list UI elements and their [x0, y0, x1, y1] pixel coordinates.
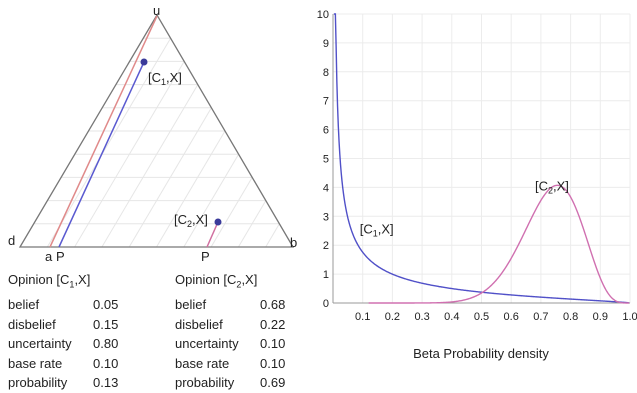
vertex-u-label: u: [153, 3, 160, 18]
triangle-grid-line: [265, 223, 280, 248]
opinion2-row-base-rate: base rate 0.10: [175, 355, 286, 371]
y-tick-label: 8: [323, 67, 329, 79]
opinion2-table-title: Opinion [C2,X]: [175, 272, 258, 290]
opinion1-row-base-rate: base rate 0.10: [8, 355, 119, 371]
annotation-layer: [C1,X] [C2,X]: [360, 178, 569, 238]
opinion2-point: [214, 218, 222, 226]
opinion1-label: [C1,X]: [148, 70, 182, 87]
base-rate-line-red: [49, 15, 158, 248]
y-tick-label: 5: [323, 154, 329, 166]
x-tick-label: 0.8: [563, 311, 578, 323]
density-series-2: [368, 184, 630, 304]
x-tick-label: 0.7: [533, 311, 548, 323]
triangle-frame: [18, 13, 295, 248]
y-tick-label: 0: [323, 298, 329, 310]
y-tick-label: 2: [323, 240, 329, 252]
x-tick-label: 0.3: [414, 311, 429, 323]
triangle-grid: [33, 37, 280, 248]
chart-grid: [333, 13, 631, 304]
y-tick-label: 4: [323, 182, 329, 194]
opinion2-row-probability: probability 0.69: [175, 375, 286, 391]
beta-density-chart: 0 1 2 3 4 5 6 7 8 9 10 0.1 0.2 0.3 0.4 0.5 0.6 0.7 0.8 0.9…: [317, 9, 637, 323]
series-layer: [333, 13, 630, 304]
opinion1-row-probability: probability 0.13: [8, 375, 119, 391]
y-tick-label: 7: [323, 96, 329, 108]
vertex-d-label: d: [8, 233, 15, 248]
x-tick-label: 0.4: [444, 311, 459, 323]
triangle-grid-line: [46, 37, 172, 248]
y-tick-labels: 0 1 2 3 4 5 6 7 8 9 10: [317, 9, 329, 310]
opinion-triangle: u d b a P P [C1,X] [C2,X]: [8, 3, 297, 264]
opinion2-row-belief: belief 0.68: [175, 297, 286, 313]
y-tick-label: 9: [323, 38, 329, 50]
opinion1-row-disbelief: disbelief 0.15: [8, 316, 119, 332]
opinion2-table: Opinion [C2,X] belief 0.68 disbelief 0.22 …: [175, 270, 305, 393]
x-tick-label: 0.5: [474, 311, 489, 323]
projection-p-left-label: P: [56, 249, 65, 264]
triangle-grid-line: [101, 84, 199, 248]
x-tick-label: 0.9: [593, 311, 608, 323]
opinion2-label: [C2,X]: [174, 212, 208, 229]
projector-line-blue: [58, 61, 145, 248]
y-tick-label: 10: [317, 9, 329, 21]
opinion2-row-disbelief: disbelief 0.22: [175, 316, 286, 332]
x-tick-label: 1.0: [622, 311, 637, 323]
opinion1-table-title: Opinion [C1,X]: [8, 272, 91, 290]
projection-p-bottom-label: P: [201, 249, 210, 264]
series-annotation-2: [C2,X]: [535, 178, 569, 195]
x-tick-label: 0.2: [385, 311, 400, 323]
triangle-grid-line: [156, 130, 226, 248]
figure-canvas: u d b a P P [C1,X] [C2,X] 0 1 2 3 4 5 6 7 8 9 10 0…: [8, 3, 637, 323]
triangle-grid-line: [183, 153, 240, 248]
base-rate-a-label: a: [45, 249, 53, 264]
x-tick-label: 0.6: [504, 311, 519, 323]
triangle-grid-line: [237, 200, 267, 248]
y-tick-label: 6: [323, 125, 329, 137]
vertex-b-label: b: [290, 235, 297, 250]
opinion1-row-uncertainty: uncertainty 0.80: [8, 336, 119, 352]
series-annotation-1: [C1,X]: [360, 222, 394, 239]
y-tick-label: 1: [323, 269, 329, 281]
x-tick-label: 0.1: [355, 311, 370, 323]
x-tick-labels: 0.1 0.2 0.3 0.4 0.5 0.6 0.7 0.8 0.9 1.0: [355, 311, 637, 323]
projector-line-pink: [206, 221, 219, 248]
y-tick-label: 3: [323, 211, 329, 223]
chart-title: Beta Probability density: [413, 346, 549, 361]
opinion1-point: [140, 58, 148, 66]
opinion2-row-uncertainty: uncertainty 0.10: [175, 336, 286, 352]
opinion1-row-belief: belief 0.05: [8, 297, 119, 313]
opinion1-table: Opinion [C1,X] belief 0.05 disbelief 0.15 …: [8, 270, 138, 393]
triangle-grid-line: [210, 177, 253, 248]
